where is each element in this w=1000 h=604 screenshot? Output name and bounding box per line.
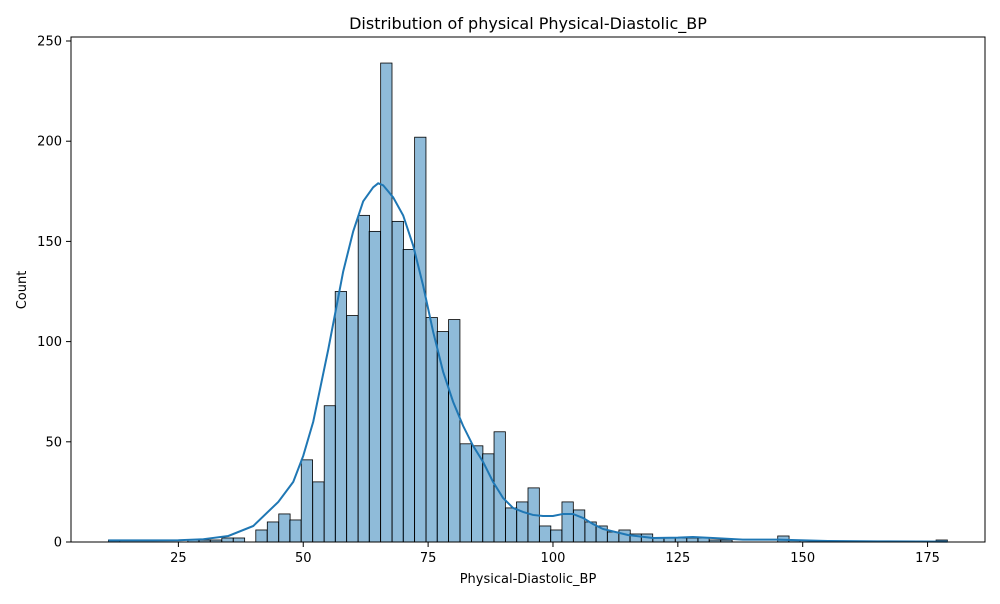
histogram-bar (505, 507, 518, 543)
x-tick-label: 175 (915, 551, 940, 566)
histogram-bar (278, 513, 291, 543)
histogram-bar (391, 220, 404, 543)
x-tick-label: 100 (541, 551, 566, 566)
x-axis-label: Physical-Diastolic_BP (460, 572, 597, 587)
y-axis-label: Count (15, 271, 30, 310)
histogram-bar (436, 331, 449, 543)
histogram-bar (448, 319, 461, 543)
histogram-bar (289, 519, 302, 543)
histogram-bar (550, 529, 563, 543)
y-tick-label: 200 (37, 135, 62, 150)
histogram-bar (425, 317, 438, 543)
y-tick-label: 0 (54, 536, 62, 551)
y-axis-ticks: 0 50 100 150 200 250 (37, 35, 71, 551)
histogram-bar (300, 459, 313, 543)
histogram-bar (255, 529, 268, 543)
histogram-bar (312, 481, 325, 543)
histogram-bar (414, 136, 427, 543)
histogram-bar (221, 537, 234, 543)
chart-title: Distribution of physical Physical-Diasto… (349, 14, 707, 34)
kde-curve (108, 182, 948, 543)
plot-frame (70, 36, 986, 543)
histogram-bar (232, 537, 246, 543)
histogram-bar (368, 230, 381, 543)
histogram-bar (516, 501, 529, 543)
histogram-bar (607, 531, 620, 543)
x-tick-label: 50 (295, 551, 312, 566)
histogram-bar (459, 443, 472, 543)
y-tick-label: 150 (37, 235, 62, 250)
histogram-bars (108, 62, 948, 543)
histogram-bar (323, 405, 336, 543)
histogram-bar (266, 521, 280, 543)
histogram-bar (357, 214, 370, 543)
x-tick-label: 75 (420, 551, 437, 566)
x-tick-label: 150 (790, 551, 815, 566)
x-tick-label: 25 (170, 551, 187, 566)
histogram-bar (346, 315, 359, 543)
histogram-bar (539, 525, 552, 543)
x-axis-ticks: 25 50 75 100 125 150 175 (170, 542, 940, 566)
y-tick-label: 50 (45, 435, 62, 450)
histogram-bar (482, 453, 495, 543)
histogram-bar (334, 291, 347, 543)
histogram-bar (686, 537, 699, 543)
histogram-bar (402, 249, 415, 543)
x-tick-label: 125 (665, 551, 690, 566)
y-tick-label: 100 (37, 335, 62, 350)
y-tick-label: 250 (37, 35, 62, 50)
histogram-bar (561, 501, 574, 543)
histogram-bar (380, 62, 393, 543)
